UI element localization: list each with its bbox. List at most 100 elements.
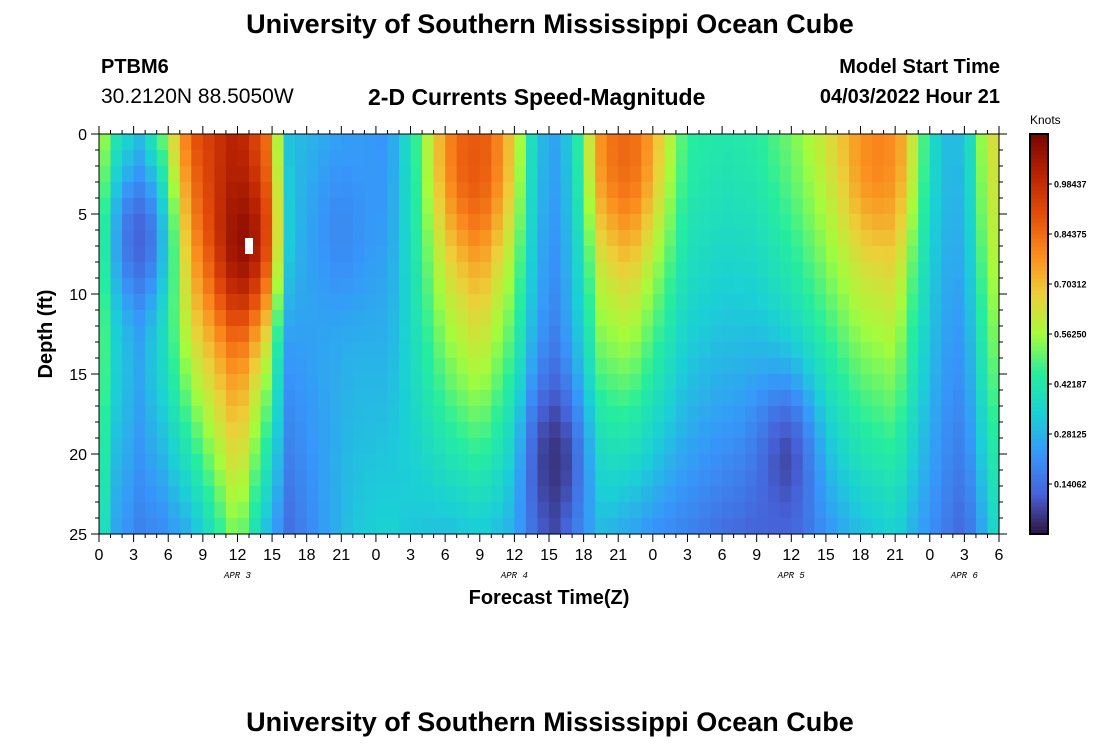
heatmap-cell xyxy=(779,406,792,423)
heatmap-cell xyxy=(179,438,192,455)
heatmap-cell xyxy=(733,182,746,199)
heatmap-cell xyxy=(791,470,804,487)
heatmap-cell xyxy=(941,278,954,295)
heatmap-cell xyxy=(629,214,642,231)
heatmap-cell xyxy=(652,518,665,535)
heatmap-cell xyxy=(745,278,758,295)
heatmap-cell xyxy=(468,246,481,263)
heatmap-cell xyxy=(329,358,342,375)
heatmap-cell xyxy=(675,214,689,231)
heatmap-cell xyxy=(814,358,827,375)
heatmap-cell xyxy=(295,390,308,407)
heatmap-cell xyxy=(225,422,239,439)
heatmap-cell xyxy=(664,358,677,375)
heatmap-cell xyxy=(422,390,435,407)
heatmap-cell xyxy=(399,438,412,455)
heatmap-cell xyxy=(883,246,896,263)
heatmap-cell xyxy=(479,470,492,487)
heatmap-cell xyxy=(145,486,158,503)
heatmap-cell xyxy=(560,470,573,487)
heatmap-cell xyxy=(918,278,931,295)
heatmap-cell xyxy=(710,278,723,295)
heatmap-cell xyxy=(306,230,319,247)
heatmap-cell xyxy=(110,438,123,455)
heatmap-cell xyxy=(145,326,158,343)
heatmap-cell xyxy=(722,326,735,343)
heatmap-cell xyxy=(941,246,954,263)
heatmap-cell xyxy=(156,150,169,167)
heatmap-cell xyxy=(872,326,885,343)
heatmap-cell xyxy=(133,374,146,391)
colorbar-segment xyxy=(1030,390,1048,395)
colorbar-segment xyxy=(1030,330,1048,335)
heatmap-cell xyxy=(664,182,677,199)
heatmap-cell xyxy=(375,326,389,343)
heatmap-cell xyxy=(664,214,677,231)
heatmap-cell xyxy=(514,182,527,199)
heatmap-cell xyxy=(675,486,689,503)
heatmap-cell xyxy=(295,150,308,167)
heatmap-cell xyxy=(595,470,608,487)
heatmap-cell xyxy=(99,150,112,167)
heatmap-cell xyxy=(399,166,412,183)
heatmap-cell xyxy=(756,246,769,263)
heatmap-cell xyxy=(675,454,689,471)
x-tick-label: 12 xyxy=(229,547,247,564)
heatmap-cell xyxy=(433,310,446,327)
heatmap-cell xyxy=(329,438,342,455)
heatmap-cell xyxy=(918,486,931,503)
heatmap-cell xyxy=(952,230,965,247)
heatmap-cell xyxy=(225,486,239,503)
y-axis-label: Depth (ft) xyxy=(35,290,57,379)
heatmap-cell xyxy=(595,166,608,183)
heatmap-cell xyxy=(502,246,515,263)
heatmap-cell xyxy=(802,214,815,231)
heatmap-cell xyxy=(387,182,400,199)
heatmap-cell xyxy=(952,166,965,183)
heatmap-cell xyxy=(179,166,192,183)
heatmap-cell xyxy=(560,198,573,215)
heatmap-cell xyxy=(791,198,804,215)
heatmap-cell xyxy=(99,214,112,231)
heatmap-cell xyxy=(641,182,654,199)
heatmap-cell xyxy=(918,518,931,535)
heatmap-cell xyxy=(122,326,135,343)
heatmap-cell xyxy=(410,294,423,311)
heatmap-cell xyxy=(572,198,585,215)
x-axis: 0 3 6 9 12 15 18 21 0 3 6 9 12 15 18 21 0 3 6 9 12 15 18 21 0 3 6A… xyxy=(95,126,1004,581)
heatmap-cell xyxy=(549,230,562,247)
heatmap-cell xyxy=(387,166,400,183)
heatmap-cell xyxy=(295,134,308,151)
heatmap-cell xyxy=(583,374,596,391)
heatmap-cell xyxy=(352,262,365,279)
heatmap-cell xyxy=(237,182,250,199)
heatmap-cell xyxy=(249,182,262,199)
heatmap-cell xyxy=(687,422,700,439)
heatmap-cell xyxy=(202,358,215,375)
heatmap-cell xyxy=(179,182,192,199)
colorbar-segment xyxy=(1030,230,1048,235)
heatmap-cell xyxy=(249,166,262,183)
heatmap-cell xyxy=(952,438,965,455)
heatmap-cell xyxy=(814,454,827,471)
heatmap-cell xyxy=(422,438,435,455)
heatmap-cell xyxy=(699,326,712,343)
heatmap-cell xyxy=(99,198,112,215)
x-tick-label: 3 xyxy=(129,547,138,564)
heatmap-cell xyxy=(618,134,631,151)
colorbar-segment xyxy=(1030,414,1048,419)
heatmap-cell xyxy=(445,246,458,263)
colorbar-segment xyxy=(1030,318,1048,323)
heatmap-cell xyxy=(537,166,550,183)
heatmap-cell xyxy=(641,486,654,503)
heatmap-cell xyxy=(122,422,135,439)
heatmap-cell xyxy=(768,262,781,279)
heatmap-cell xyxy=(237,166,250,183)
heatmap-cell xyxy=(825,406,839,423)
heatmap-cell xyxy=(214,262,227,279)
heatmap-cell xyxy=(214,406,227,423)
heatmap-cell xyxy=(802,390,815,407)
heatmap-cell xyxy=(756,422,769,439)
heatmap-cell xyxy=(145,198,158,215)
heatmap-cell xyxy=(491,262,504,279)
